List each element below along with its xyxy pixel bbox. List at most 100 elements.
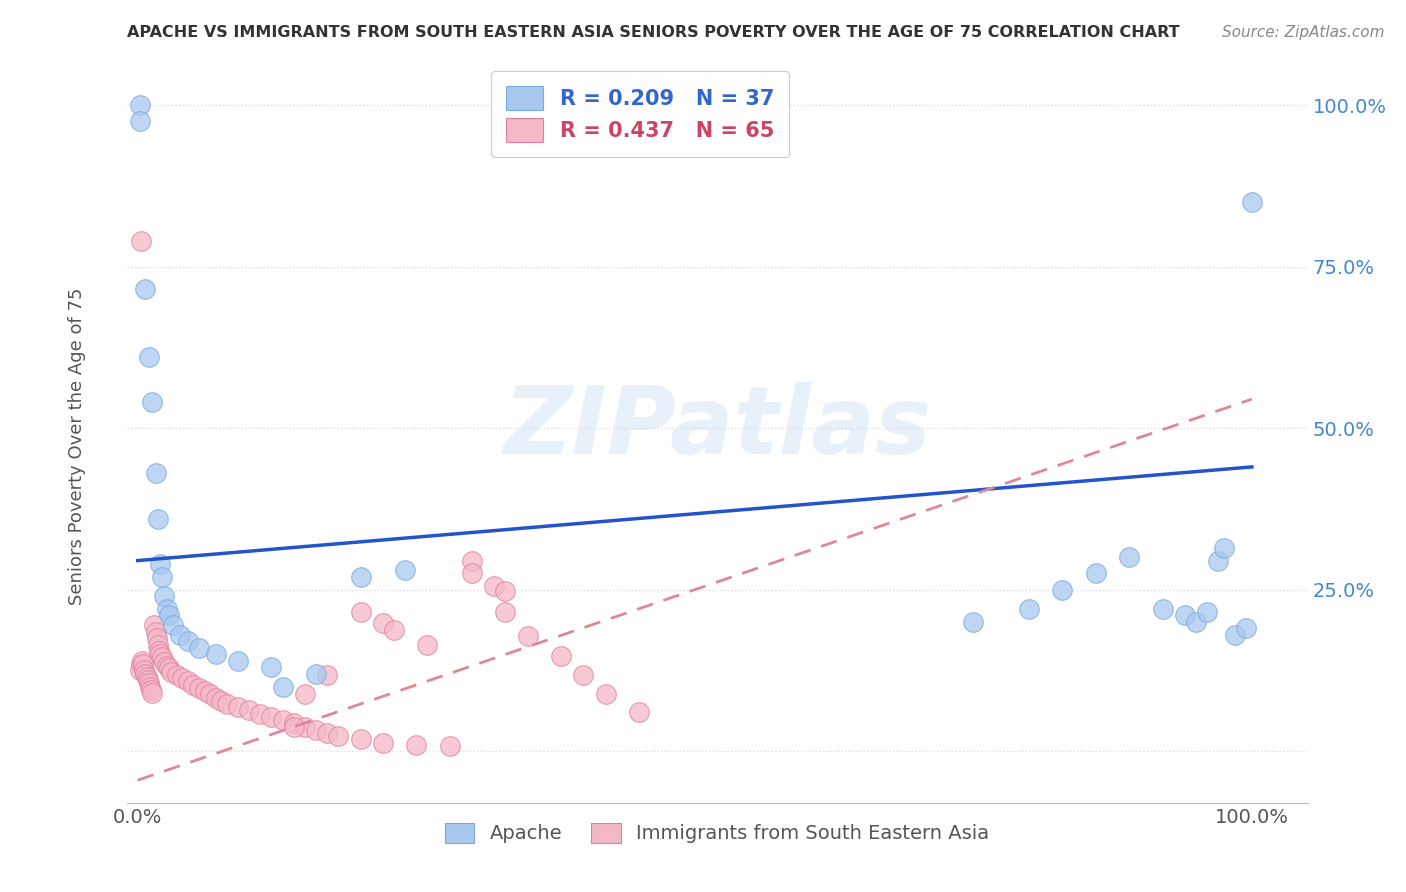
Point <box>1208 553 1230 567</box>
Point <box>188 640 211 655</box>
Point <box>153 655 176 669</box>
Point <box>1018 602 1040 616</box>
Point <box>157 608 180 623</box>
Point <box>349 605 371 619</box>
Point <box>1152 602 1174 616</box>
Point <box>143 618 166 632</box>
Point <box>131 654 153 668</box>
Point <box>550 648 572 663</box>
Point <box>129 98 152 112</box>
Point <box>153 589 176 603</box>
Point <box>150 570 173 584</box>
Point <box>188 681 211 695</box>
Point <box>572 668 595 682</box>
Point <box>145 631 167 645</box>
Point <box>141 395 163 409</box>
Point <box>316 668 339 682</box>
Point <box>260 710 283 724</box>
Point <box>305 723 328 737</box>
Point <box>136 673 159 687</box>
Point <box>129 657 152 671</box>
Point <box>371 736 394 750</box>
Point <box>198 687 221 701</box>
Point <box>129 664 152 678</box>
Point <box>328 729 350 743</box>
Point <box>209 694 232 708</box>
Text: APACHE VS IMMIGRANTS FROM SOUTH EASTERN ASIA SENIORS POVERTY OVER THE AGE OF 75 : APACHE VS IMMIGRANTS FROM SOUTH EASTERN … <box>127 25 1180 40</box>
Point <box>271 680 294 694</box>
Text: Seniors Poverty Over the Age of 75: Seniors Poverty Over the Age of 75 <box>69 287 86 605</box>
Point <box>146 638 169 652</box>
Point <box>416 638 439 652</box>
Point <box>204 690 226 705</box>
Point <box>134 282 156 296</box>
Point <box>516 629 538 643</box>
Text: Source: ZipAtlas.com: Source: ZipAtlas.com <box>1222 25 1385 40</box>
Point <box>1213 541 1236 555</box>
Point <box>238 703 260 717</box>
Point <box>226 654 249 668</box>
Point <box>145 467 167 481</box>
Point <box>1118 550 1140 565</box>
Point <box>148 644 170 658</box>
Point <box>146 511 169 525</box>
Point <box>1052 582 1074 597</box>
Point <box>149 557 172 571</box>
Legend: Apache, Immigrants from South Eastern Asia: Apache, Immigrants from South Eastern As… <box>436 813 998 853</box>
Point <box>294 687 316 701</box>
Point <box>349 732 371 747</box>
Point <box>294 720 316 734</box>
Point <box>628 706 651 720</box>
Point <box>183 677 205 691</box>
Text: ZIPatlas: ZIPatlas <box>503 382 931 475</box>
Point <box>461 566 484 581</box>
Point <box>1234 621 1257 635</box>
Point <box>1084 566 1107 581</box>
Point <box>150 650 173 665</box>
Point <box>177 674 200 689</box>
Point <box>139 680 162 694</box>
Point <box>595 687 617 701</box>
Point <box>169 628 191 642</box>
Point <box>439 739 461 753</box>
Point <box>138 350 160 364</box>
Point <box>1174 608 1197 623</box>
Point <box>494 605 516 619</box>
Point <box>141 686 163 700</box>
Point <box>271 713 294 727</box>
Point <box>260 660 283 674</box>
Point <box>129 114 152 128</box>
Point <box>962 615 984 629</box>
Point <box>166 668 188 682</box>
Point <box>283 720 305 734</box>
Point <box>134 664 156 678</box>
Point <box>204 647 226 661</box>
Point <box>135 670 157 684</box>
Point <box>134 666 156 681</box>
Point <box>177 634 200 648</box>
Point <box>316 726 339 740</box>
Point <box>149 647 172 661</box>
Point <box>139 682 162 697</box>
Point <box>1223 628 1246 642</box>
Point <box>405 738 427 752</box>
Point <box>157 661 180 675</box>
Point <box>371 616 394 631</box>
Point <box>484 579 506 593</box>
Point <box>156 602 179 616</box>
Point <box>156 658 179 673</box>
Point <box>138 676 160 690</box>
Point <box>145 624 167 639</box>
Point <box>349 570 371 584</box>
Point <box>193 684 215 698</box>
Point <box>162 618 184 632</box>
Point <box>226 700 249 714</box>
Point <box>283 716 305 731</box>
Point <box>382 623 405 637</box>
Point <box>394 563 416 577</box>
Point <box>461 553 484 567</box>
Point <box>215 697 238 711</box>
Point <box>172 671 194 685</box>
Point <box>1185 615 1208 629</box>
Point <box>160 665 183 679</box>
